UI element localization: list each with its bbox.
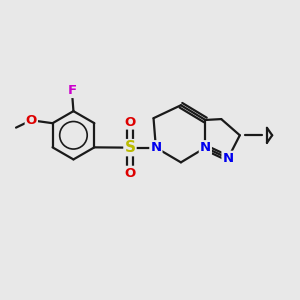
Text: N: N [150,141,161,154]
Text: N: N [200,141,211,154]
Text: O: O [124,167,136,180]
Text: N: N [223,152,234,165]
Text: O: O [124,116,136,128]
Text: O: O [26,114,37,127]
Text: S: S [124,140,136,155]
Text: F: F [68,84,77,97]
